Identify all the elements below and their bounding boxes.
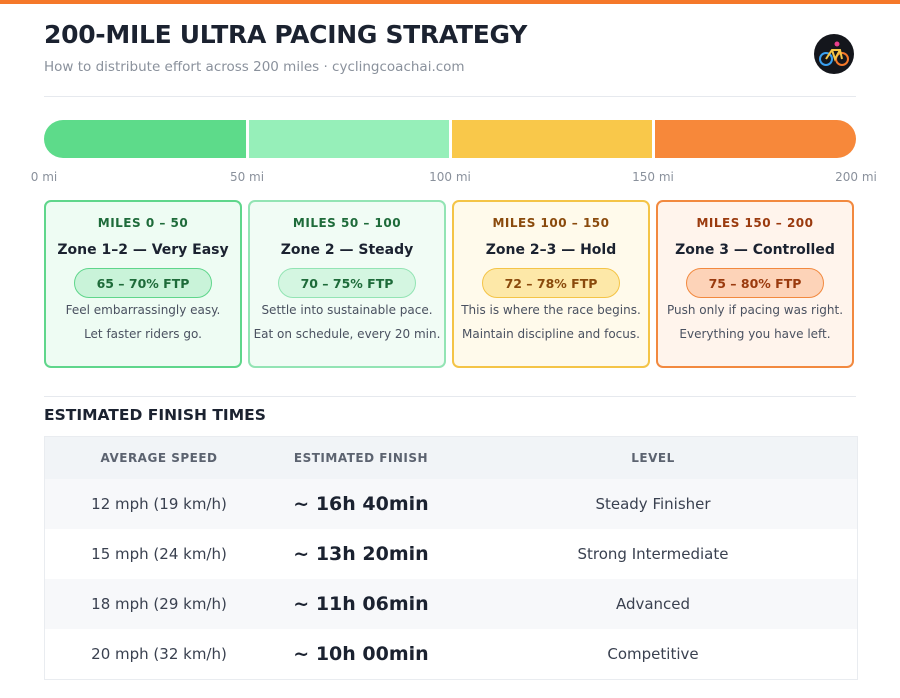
zone-range: MILES 50 – 100	[292, 216, 402, 230]
divider	[44, 396, 856, 397]
ftp-pill: 65 – 70% FTP	[74, 268, 212, 298]
divider	[44, 96, 856, 97]
zone-card: MILES 150 – 200 Zone 3 — Controlled 75 – 8…	[656, 200, 854, 368]
zone-note: Settle into sustainable pace.	[261, 303, 433, 317]
zone-note: Maintain discipline and focus.	[462, 327, 640, 341]
table-cell: Competitive	[607, 645, 699, 663]
zone-note: Feel embarrassingly easy.	[65, 303, 221, 317]
logo	[814, 34, 854, 74]
table-row: 20 mph (32 km/h) ~ 10h 00min Competitive	[45, 629, 857, 679]
zone-note: Let faster riders go.	[84, 327, 202, 341]
zone-name: Zone 2 — Steady	[280, 242, 414, 258]
zone-card: MILES 100 – 150 Zone 2–3 — Hold 72 – 78% F…	[452, 200, 650, 368]
scale-label: 100 mi	[429, 170, 471, 184]
title: 200-MILE ULTRA PACING STRATEGY	[44, 20, 527, 49]
table-cell: ~ 10h 00min	[293, 643, 429, 665]
zone-note: Push only if pacing was right.	[666, 303, 844, 317]
scale-label: 0 mi	[30, 170, 58, 184]
zone-note: Everything you have left.	[679, 327, 831, 341]
zone-segment	[451, 120, 652, 158]
table-cell: 20 mph (32 km/h)	[91, 645, 227, 663]
zone-name: Zone 3 — Controlled	[675, 242, 835, 258]
ftp-pill: 75 – 80% FTP	[686, 268, 824, 298]
subtitle: How to distribute effort across 200 mile…	[44, 59, 465, 75]
zone-note: Eat on schedule, every 20 min.	[253, 327, 441, 341]
zone-segment	[44, 120, 246, 158]
table-cell: ~ 11h 06min	[293, 593, 429, 615]
zone-range: MILES 100 – 150	[492, 216, 610, 230]
table-cell: 15 mph (24 km/h)	[91, 545, 227, 563]
scale-label: 150 mi	[632, 170, 674, 184]
table-cell: Strong Intermediate	[577, 545, 729, 563]
zone-name: Zone 1–2 — Very Easy	[57, 242, 229, 258]
top-bar	[0, 0, 900, 4]
scale-label: 200 mi	[835, 170, 877, 184]
column-header: LEVEL	[631, 451, 675, 465]
finish-table: AVERAGE SPEED ESTIMATED FINISH LEVEL 12 mph…	[44, 436, 858, 680]
ftp-pill: 70 – 75% FTP	[278, 268, 416, 298]
table-cell: Advanced	[615, 595, 691, 613]
table-cell: Steady Finisher	[595, 495, 711, 513]
table-row: 15 mph (24 km/h) ~ 13h 20min Strong Interm…	[45, 529, 857, 579]
table-cell: 18 mph (29 km/h)	[91, 595, 227, 613]
ftp-pill: 72 – 78% FTP	[482, 268, 620, 298]
zone-range: MILES 0 – 50	[97, 216, 189, 230]
zone-name: Zone 2–3 — Hold	[485, 242, 617, 258]
zone-card: MILES 0 – 50 Zone 1–2 — Very Easy 65 – 70%…	[44, 200, 242, 368]
zone-segment	[654, 120, 856, 158]
table-row: 12 mph (19 km/h) ~ 16h 40min Steady Finish…	[45, 479, 857, 529]
table-header: AVERAGE SPEED ESTIMATED FINISH LEVEL	[45, 437, 857, 479]
column-header: ESTIMATED FINISH	[293, 451, 429, 465]
zone-bar	[44, 120, 856, 158]
scale-label: 50 mi	[229, 170, 265, 184]
table-row: 18 mph (29 km/h) ~ 11h 06min Advanced	[45, 579, 857, 629]
table-cell: ~ 16h 40min	[293, 493, 429, 515]
zone-range: MILES 150 – 200	[696, 216, 814, 230]
table-cell: ~ 13h 20min	[293, 543, 429, 565]
table-cell: 12 mph (19 km/h)	[91, 495, 227, 513]
table-title: ESTIMATED FINISH TIMES	[44, 406, 266, 424]
zone-segment	[248, 120, 449, 158]
zone-note: This is where the race begins.	[461, 303, 641, 317]
zone-card: MILES 50 – 100 Zone 2 — Steady 70 – 75% FT…	[248, 200, 446, 368]
column-header: AVERAGE SPEED	[100, 451, 218, 465]
